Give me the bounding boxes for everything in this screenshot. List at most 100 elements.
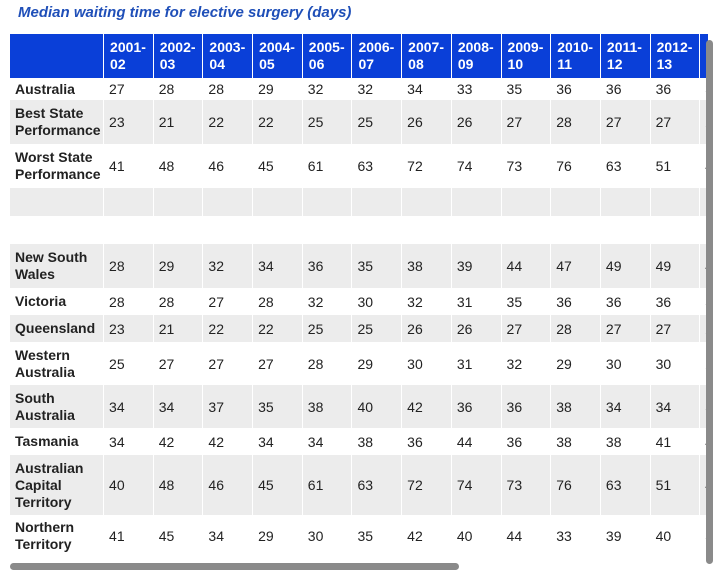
- table-cell: 61: [302, 455, 353, 515]
- table-cell: 36: [451, 385, 502, 428]
- table-cell: 32: [501, 342, 552, 385]
- table-row: Australia2728282932323433353636363: [10, 78, 708, 100]
- table-cell: 41: [650, 428, 701, 455]
- table-cell: 29: [351, 342, 403, 385]
- table-cell: 28: [252, 288, 303, 315]
- table-row: Northern Territory 41 45 34 29 30 35 42 40 44 33 39…: [10, 515, 708, 557]
- table-cell: 28: [550, 100, 601, 144]
- row-label: [10, 216, 105, 244]
- table-cell: 34: [153, 385, 204, 428]
- table-cell: 45: [252, 455, 303, 515]
- table-cell: [501, 188, 552, 216]
- table-cell: 27: [650, 100, 701, 144]
- table-cell: [550, 188, 601, 216]
- table-cell: 27: [600, 100, 651, 144]
- table-cell: 28: [103, 244, 154, 288]
- spacer-row: [10, 216, 708, 244]
- table-cell: 27: [600, 315, 651, 342]
- table-cell: 30: [351, 288, 403, 315]
- table-cell: 22: [252, 100, 303, 144]
- table-cell: [302, 188, 353, 216]
- table-cell: 25: [302, 315, 353, 342]
- table-cell: 22: [202, 315, 254, 342]
- table-row: Western Australia 25 27 27 27 28 29 30 31 32 29 30 3…: [10, 342, 708, 385]
- column-header-year: 2009-10: [501, 34, 552, 78]
- table-title: Median waiting time for elective surgery…: [18, 4, 352, 21]
- table-cell: 28: [153, 288, 204, 315]
- table-cell: [650, 188, 701, 216]
- table-cell: [252, 216, 303, 244]
- table-cell: 63: [351, 144, 403, 188]
- table-cell: 76: [550, 455, 601, 515]
- table-cell: 36: [600, 78, 651, 100]
- column-header-year: 2005-06: [302, 34, 353, 78]
- table-cell: 27: [501, 100, 552, 144]
- table-cell: 72: [401, 144, 452, 188]
- table-cell: 26: [401, 315, 452, 342]
- horizontal-scrollbar[interactable]: [10, 563, 459, 570]
- table-cell: 33: [451, 78, 502, 100]
- table-cell: 41: [103, 144, 154, 188]
- table-row: Australian Capital Territory 40 48 46 45 61 63…: [10, 455, 708, 515]
- table-cell: 27: [103, 78, 154, 100]
- data-table-viewport[interactable]: 2001-02 2002-03 2003-04 2004-05 2005-06 2006-…: [10, 34, 708, 564]
- row-label: Best State Performance: [10, 100, 105, 144]
- table-cell: 63: [351, 455, 403, 515]
- table-cell: 33: [550, 515, 601, 557]
- table-cell: 36: [401, 428, 452, 455]
- table-cell: 38: [401, 244, 452, 288]
- table-cell: [153, 188, 204, 216]
- table-cell: 36: [501, 385, 552, 428]
- table-cell: [451, 188, 502, 216]
- column-header-year: 2011-12: [600, 34, 651, 78]
- table-cell: 21: [153, 100, 204, 144]
- table-cell: [650, 216, 701, 244]
- table-cell: 34: [252, 428, 303, 455]
- table-cell: 29: [153, 244, 204, 288]
- vertical-scrollbar[interactable]: [706, 40, 713, 564]
- table-cell: 35: [501, 78, 552, 100]
- table-cell: 23: [103, 315, 154, 342]
- table-cell: [401, 188, 452, 216]
- table-cell: 51: [650, 144, 701, 188]
- table-cell: 27: [202, 342, 254, 385]
- table-cell: 35: [351, 515, 403, 557]
- table-cell: 38: [351, 428, 403, 455]
- table-cell: 63: [600, 455, 651, 515]
- table-row: South Australia3434373538404236363834343: [10, 385, 708, 428]
- table-cell: 44: [501, 515, 552, 557]
- table-cell: 34: [650, 385, 701, 428]
- table-cell: 72: [401, 455, 452, 515]
- header-corner-cell: [10, 34, 105, 78]
- table-cell: 34: [103, 385, 154, 428]
- table-cell: [351, 216, 403, 244]
- table-cell: 34: [401, 78, 452, 100]
- table-cell: 47: [550, 244, 601, 288]
- table-cell: [451, 216, 502, 244]
- table-cell: 26: [451, 315, 502, 342]
- table-cell: 23: [103, 100, 154, 144]
- row-label: [10, 188, 105, 216]
- table-cell: 63: [600, 144, 651, 188]
- table-cell: 36: [501, 428, 552, 455]
- table-cell: 35: [501, 288, 552, 315]
- table-cell: 27: [153, 342, 204, 385]
- table-cell: 27: [501, 315, 552, 342]
- table-cell: [302, 216, 353, 244]
- table-cell: 34: [302, 428, 353, 455]
- table-cell: 32: [302, 78, 353, 100]
- table-cell: 28: [202, 78, 254, 100]
- table-cell: [153, 216, 204, 244]
- column-header-year: 2004-05: [252, 34, 303, 78]
- column-header-year: 2003-04: [202, 34, 254, 78]
- row-label: South Australia: [10, 385, 105, 428]
- table-cell: [252, 188, 303, 216]
- table-cell: 40: [103, 455, 154, 515]
- table-cell: 31: [451, 288, 502, 315]
- table-cell: 73: [501, 455, 552, 515]
- table-cell: 29: [252, 515, 303, 557]
- row-label: Northern Territory: [10, 515, 105, 557]
- table-cell: 29: [550, 342, 601, 385]
- table-cell: 22: [202, 100, 254, 144]
- table-cell: 30: [302, 515, 353, 557]
